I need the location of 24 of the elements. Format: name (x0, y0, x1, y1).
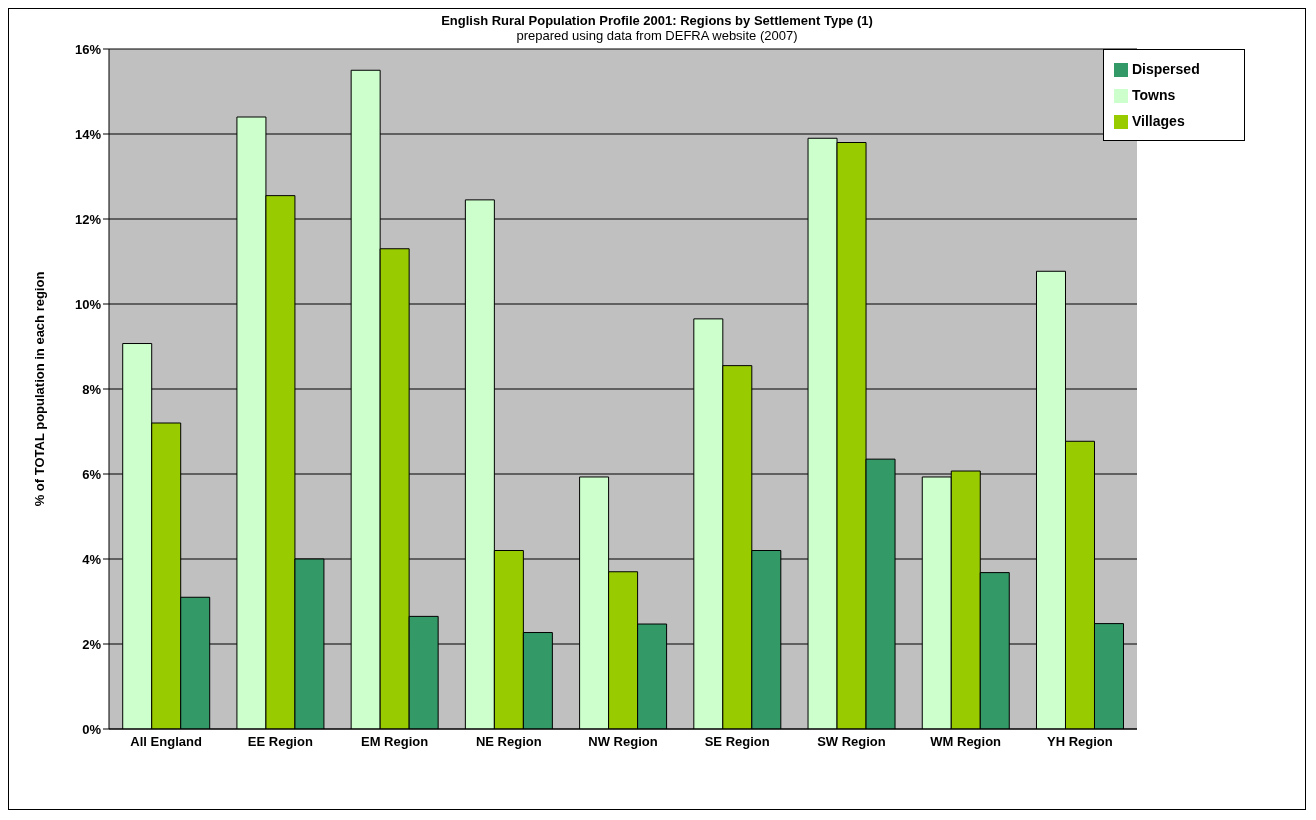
x-tick-label: YH Region (1047, 734, 1113, 750)
legend-label: Dispersed (1132, 61, 1200, 77)
y-tick-label: 4% (82, 551, 102, 567)
y-tick-label: 8% (82, 381, 102, 397)
x-tick-label: SW Region (817, 734, 886, 750)
y-tick-label: 16% (74, 41, 102, 57)
y-tick-label: 14% (74, 126, 102, 142)
x-tick-label: EE Region (247, 734, 313, 750)
y-tick-label: 2% (82, 636, 102, 652)
x-tick-label: SE Region (704, 734, 770, 750)
x-tick-label: NW Region (588, 734, 658, 750)
legend-label: Villages (1132, 113, 1185, 129)
y-tick-label: 10% (74, 296, 102, 312)
chart-title: English Rural Population Profile 2001: Regions by Settlement Type (1) (440, 13, 874, 28)
x-tick-label: All England (130, 734, 202, 750)
x-tick-label: NE Region (475, 734, 542, 750)
y-tick-label: 0% (82, 721, 102, 737)
y-tick-label: 12% (74, 211, 102, 227)
y-tick-label: 6% (82, 466, 102, 482)
y-axis-title: % of TOTAL population in each region (31, 271, 47, 507)
x-tick-label: WM Region (930, 734, 1002, 750)
legend-label: Towns (1132, 87, 1176, 103)
chart-subtitle: prepared using data from DEFRA website (2007) (515, 28, 799, 43)
x-tick-label: EM Region (360, 734, 429, 750)
